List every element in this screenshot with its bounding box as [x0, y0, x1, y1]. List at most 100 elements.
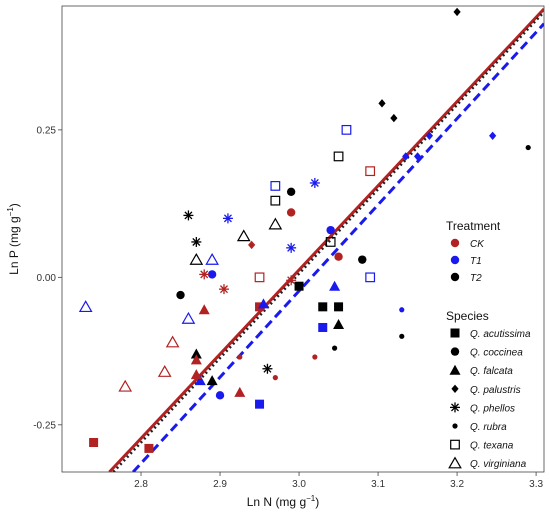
data-point — [268, 217, 283, 230]
data-point — [248, 240, 256, 250]
legend-label: Q. rubra — [470, 422, 507, 433]
y-tick-label: 0.00 — [37, 273, 57, 284]
legend-label: Q. acutissima — [470, 329, 531, 340]
legend-key-ck — [450, 238, 460, 248]
legend-key-t2 — [450, 272, 460, 282]
data-point — [199, 269, 210, 280]
data-point — [254, 272, 265, 283]
data-point — [222, 213, 233, 224]
treatment-legend-title: Treatment — [446, 219, 501, 233]
data-point — [312, 354, 318, 360]
data-points — [78, 7, 531, 453]
data-point — [341, 124, 352, 135]
data-point — [78, 300, 93, 313]
species-legend: Species Q. acutissima Q. coccinea Q. falca… — [446, 309, 531, 470]
data-point — [358, 255, 367, 264]
data-point — [325, 237, 336, 247]
legend-label: Q. coccinea — [470, 348, 523, 359]
data-point — [206, 375, 218, 386]
legend-marker — [449, 364, 461, 375]
data-point — [165, 335, 180, 348]
legend-key-phe — [450, 402, 460, 413]
data-point — [318, 322, 328, 332]
data-point — [205, 252, 219, 265]
legend-key-acu — [450, 328, 460, 338]
data-point — [194, 375, 206, 386]
data-point — [237, 354, 243, 360]
x-tick-label: 3.0 — [292, 479, 306, 490]
legend-label: CK — [470, 239, 485, 250]
legend-marker — [451, 384, 459, 393]
legend-label: T2 — [470, 273, 482, 284]
data-point — [333, 151, 344, 162]
y-axis-title: Ln P (mg g−1) — [6, 203, 21, 275]
data-point — [190, 369, 202, 380]
data-point — [234, 386, 246, 397]
regression-line-t2 — [112, 11, 544, 472]
data-point — [402, 152, 410, 161]
data-point — [218, 284, 229, 295]
legend-key-vir — [448, 456, 462, 469]
data-point — [294, 281, 304, 291]
data-point — [89, 438, 99, 448]
data-point — [272, 375, 278, 381]
x-tick-label: 3.3 — [529, 479, 543, 490]
legend-key-tex — [450, 439, 460, 450]
x-tick-label: 2.8 — [134, 479, 148, 490]
data-point — [318, 302, 328, 312]
legend-key-coc — [450, 347, 460, 356]
data-point — [489, 131, 497, 140]
data-point — [191, 236, 202, 247]
data-point — [257, 298, 269, 309]
data-point — [144, 443, 154, 453]
data-point — [332, 345, 338, 351]
legend-key-t1 — [450, 255, 460, 265]
data-point — [176, 290, 185, 300]
data-point — [399, 333, 405, 339]
legend-marker — [450, 402, 460, 413]
data-point — [453, 7, 461, 17]
plot-panel — [61, 5, 545, 473]
treatment-legend: Treatment CK T1 T2 — [446, 219, 501, 284]
data-point — [189, 252, 204, 265]
legend-marker — [450, 347, 460, 356]
x-tick-label: 3.1 — [371, 479, 385, 490]
legend-label: Q. falcata — [470, 366, 513, 377]
x-axis-title: Ln N (mg g−1) — [247, 494, 320, 509]
legend-key-pal — [451, 384, 459, 393]
data-point — [270, 195, 281, 206]
data-point — [333, 319, 345, 330]
data-point — [326, 225, 335, 235]
data-point — [399, 307, 405, 313]
data-point — [270, 181, 281, 191]
legend-marker — [452, 423, 458, 429]
data-point — [365, 272, 376, 283]
data-point — [309, 177, 320, 188]
y-tick-label: -0.25 — [33, 420, 56, 431]
data-point — [334, 252, 343, 261]
legend-marker — [450, 439, 460, 450]
data-point — [215, 391, 225, 400]
data-point — [198, 304, 210, 315]
data-point — [365, 166, 376, 177]
data-point — [286, 187, 296, 197]
data-point — [262, 363, 273, 374]
data-point — [183, 210, 194, 221]
data-point — [190, 354, 202, 365]
legend-key-rub — [452, 423, 458, 429]
data-point — [255, 399, 265, 409]
legend-label: Q. virginiana — [470, 459, 527, 470]
legend-label: T1 — [470, 256, 482, 267]
data-point — [425, 131, 434, 140]
y-axis: -0.25 0.00 0.25 — [33, 125, 62, 431]
y-tick-label: 0.25 — [37, 125, 57, 136]
data-point — [525, 144, 531, 151]
data-point — [207, 270, 217, 279]
data-point — [286, 208, 296, 217]
data-point — [334, 302, 344, 312]
data-point — [118, 379, 133, 392]
legend-label: Q. phellos — [470, 403, 515, 414]
x-axis: 2.8 2.9 3.0 3.1 3.2 3.3 — [134, 472, 543, 490]
legend-marker — [448, 456, 462, 469]
